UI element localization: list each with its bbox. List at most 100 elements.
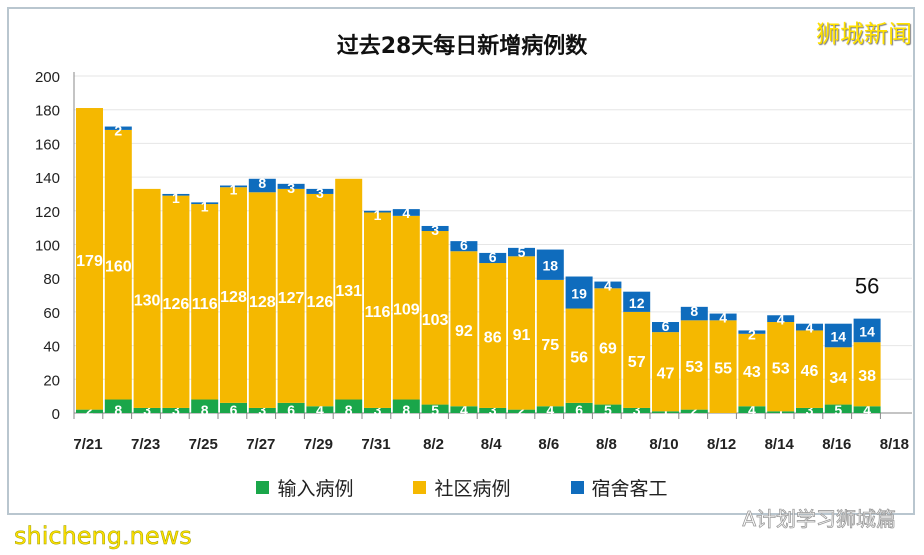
- legend-swatch: [256, 481, 270, 494]
- bar-1: [277, 188, 305, 403]
- bar-2: [767, 315, 795, 323]
- data-label: 8: [345, 402, 353, 418]
- data-label: 8: [201, 402, 209, 418]
- bar-2: [450, 241, 478, 252]
- legend-swatch: [413, 481, 427, 494]
- bar-2: [306, 188, 334, 194]
- data-label: 3: [431, 222, 439, 238]
- bar-1: [767, 322, 795, 412]
- data-label: 91: [513, 327, 531, 344]
- y-tick-label: 60: [43, 305, 60, 322]
- x-tick-label: 8/14: [765, 436, 795, 453]
- bar-2: [796, 323, 823, 331]
- bar-0: [680, 409, 708, 413]
- y-tick-label: 40: [43, 339, 60, 356]
- bar-1: [738, 333, 766, 407]
- x-tick-label: 7/25: [189, 436, 218, 453]
- bar-1: [76, 108, 103, 410]
- bar-1: [623, 311, 651, 408]
- bar-2: [104, 126, 132, 130]
- data-label: 160: [105, 259, 132, 276]
- data-label: 12: [629, 295, 645, 311]
- data-label: 19: [571, 286, 587, 302]
- bar-1: [709, 320, 737, 413]
- data-label: 6: [489, 249, 497, 265]
- data-label: 3: [374, 402, 382, 418]
- bar-2: [508, 247, 535, 257]
- y-tick-label: 80: [43, 271, 60, 288]
- data-label: 56: [570, 350, 588, 367]
- data-label: 4: [316, 402, 324, 418]
- brand-logo: 狮城新闻: [816, 20, 912, 48]
- bar-1: [450, 251, 478, 407]
- bar-0: [76, 409, 103, 413]
- bar-1: [392, 215, 420, 400]
- chart-title: 过去28天每日新增病例数: [336, 34, 588, 59]
- data-label: 1: [201, 198, 209, 214]
- data-label: 43: [743, 364, 761, 381]
- bar-0: [392, 399, 420, 413]
- data-label: 4: [719, 310, 727, 326]
- bar-0: [364, 407, 391, 413]
- bar-1: [508, 256, 535, 410]
- bar-1: [421, 231, 449, 405]
- bar-1: [162, 195, 190, 408]
- bar-2: [738, 330, 766, 334]
- data-label: 109: [393, 302, 420, 319]
- data-label: 3: [143, 402, 151, 418]
- bar-2: [623, 291, 651, 312]
- data-label: 2: [748, 326, 756, 342]
- total-annotation: 56: [855, 274, 879, 299]
- y-tick-label: 100: [35, 238, 60, 255]
- data-label: 1: [230, 182, 238, 198]
- bar-1: [536, 279, 564, 407]
- data-label: 34: [829, 370, 847, 387]
- data-label: 55: [714, 361, 732, 378]
- y-tick-label: 0: [52, 406, 60, 423]
- data-label: 6: [575, 402, 583, 418]
- bar-0: [652, 411, 679, 413]
- data-label: 47: [657, 366, 675, 383]
- data-label: 2: [114, 123, 122, 139]
- data-label: 38: [858, 368, 876, 385]
- data-label: 4: [806, 320, 814, 336]
- bar-2: [594, 281, 622, 289]
- data-label: 14: [859, 323, 875, 339]
- data-label: 126: [163, 296, 190, 313]
- bar-0: [796, 407, 823, 413]
- bar-1: [335, 178, 363, 400]
- bar-0: [824, 404, 852, 413]
- bar-1: [248, 192, 276, 408]
- data-label: 4: [604, 278, 612, 294]
- bar-2: [709, 313, 737, 321]
- bar-0: [421, 404, 449, 413]
- x-tick-label: 8/16: [822, 436, 851, 453]
- data-label: 128: [249, 294, 276, 311]
- data-label: 3: [316, 185, 324, 201]
- data-label: 2: [86, 402, 94, 418]
- bar-2: [277, 183, 305, 189]
- bar-2: [824, 323, 852, 348]
- bar-1: [306, 193, 334, 407]
- data-label: 86: [484, 329, 502, 346]
- data-label: 116: [365, 304, 391, 321]
- data-label: 8: [114, 402, 122, 418]
- data-label: 103: [422, 312, 449, 329]
- x-tick-label: 8/2: [423, 436, 444, 453]
- legend-item-dormitory: 宿舍客工: [570, 474, 668, 501]
- bar-2: [191, 202, 219, 205]
- bar-0: [738, 406, 766, 413]
- data-label: 130: [134, 292, 161, 309]
- bar-0: [191, 399, 219, 413]
- bar-0: [479, 407, 507, 413]
- data-label: 131: [335, 283, 362, 300]
- x-tick-label: 7/31: [361, 436, 390, 453]
- bar-0: [594, 404, 622, 413]
- data-label: 127: [278, 290, 305, 307]
- data-label: 4: [863, 402, 871, 418]
- site-watermark: shicheng.news: [14, 522, 192, 551]
- bar-0: [767, 411, 795, 413]
- data-label: 53: [772, 361, 790, 378]
- bar-0: [248, 407, 276, 413]
- data-label: 6: [287, 402, 295, 418]
